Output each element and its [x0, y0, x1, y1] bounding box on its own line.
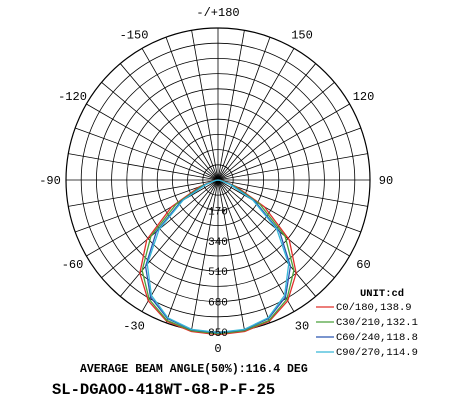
grid-spoke: [75, 127, 219, 181]
angle-label: 60: [356, 258, 370, 272]
angle-label: 120: [353, 90, 375, 104]
grid-spoke: [217, 127, 361, 181]
grid-spoke: [217, 30, 245, 181]
legend-entry: C0/180,138.9: [336, 302, 412, 314]
grid-spoke: [141, 48, 219, 181]
grid-spoke: [217, 81, 335, 181]
grid-spoke: [119, 63, 219, 181]
grid-spoke: [119, 179, 219, 297]
radial-tick-label: 340: [208, 237, 228, 249]
beam-angle-caption: AVERAGE BEAM ANGLE(50%):116.4 DEG: [80, 363, 308, 376]
radial-tick-label: 850: [208, 328, 228, 340]
legend: UNIT:cd C0/180,138.9 C30/210,132.1 C60/240…: [316, 288, 418, 359]
series-curve: [146, 179, 290, 334]
angle-label: -120: [58, 90, 87, 104]
angle-label: 90: [379, 174, 393, 188]
grid-spoke: [101, 81, 219, 181]
angle-label: -60: [62, 258, 84, 272]
grid-spoke: [217, 103, 350, 181]
legend-entry: C30/210,132.1: [336, 317, 418, 329]
angle-labels: -/+180 150 -150 120 -120 90 -90 60 -60 30 -30 0: [39, 6, 393, 356]
series-curve: [139, 179, 297, 336]
grid-spoke: [68, 179, 219, 207]
unit-label: UNIT:cd: [360, 288, 404, 300]
intensity-curves: [139, 179, 297, 336]
angle-label: 0: [214, 342, 221, 356]
grid-spoke: [75, 179, 219, 233]
legend-entry: C90/270,114.9: [336, 347, 418, 359]
grid-spoke: [217, 179, 361, 233]
grid-spoke: [191, 30, 219, 181]
grid-spoke: [217, 179, 271, 323]
angle-label: 30: [295, 320, 309, 334]
grid-spoke: [165, 179, 219, 323]
grid-spoke: [217, 179, 317, 297]
grid-spoke: [165, 37, 219, 181]
model-number: SL-DGAOO-418WT-G8-P-F-25: [52, 381, 275, 399]
angle-label: -/+180: [196, 6, 239, 20]
angle-label: -90: [39, 174, 61, 188]
grid-spoke: [217, 179, 295, 312]
angle-label: 150: [291, 29, 313, 43]
polar-grid: [65, 27, 371, 333]
angle-label: -150: [120, 29, 149, 43]
radial-tick-label: 680: [208, 298, 228, 310]
radial-tick-label: 170: [208, 206, 228, 218]
grid-spoke: [217, 153, 368, 181]
legend-entry: C60/240,118.8: [336, 332, 418, 344]
grid-spoke: [141, 179, 219, 312]
grid-spoke: [217, 37, 271, 181]
grid-spoke: [68, 153, 219, 181]
grid-spoke: [217, 63, 317, 181]
radial-tick-labels: 170 340 510 680 850: [208, 206, 228, 340]
grid-spoke: [217, 179, 245, 330]
angle-label: -30: [123, 320, 145, 334]
grid-spoke: [217, 179, 368, 207]
grid-spoke: [86, 179, 219, 257]
series-curve: [141, 179, 295, 335]
radial-tick-label: 510: [208, 267, 228, 279]
grid-spoke: [86, 103, 219, 181]
grid-spoke: [217, 48, 295, 181]
grid-spoke: [191, 179, 219, 330]
grid-spoke: [217, 179, 350, 257]
